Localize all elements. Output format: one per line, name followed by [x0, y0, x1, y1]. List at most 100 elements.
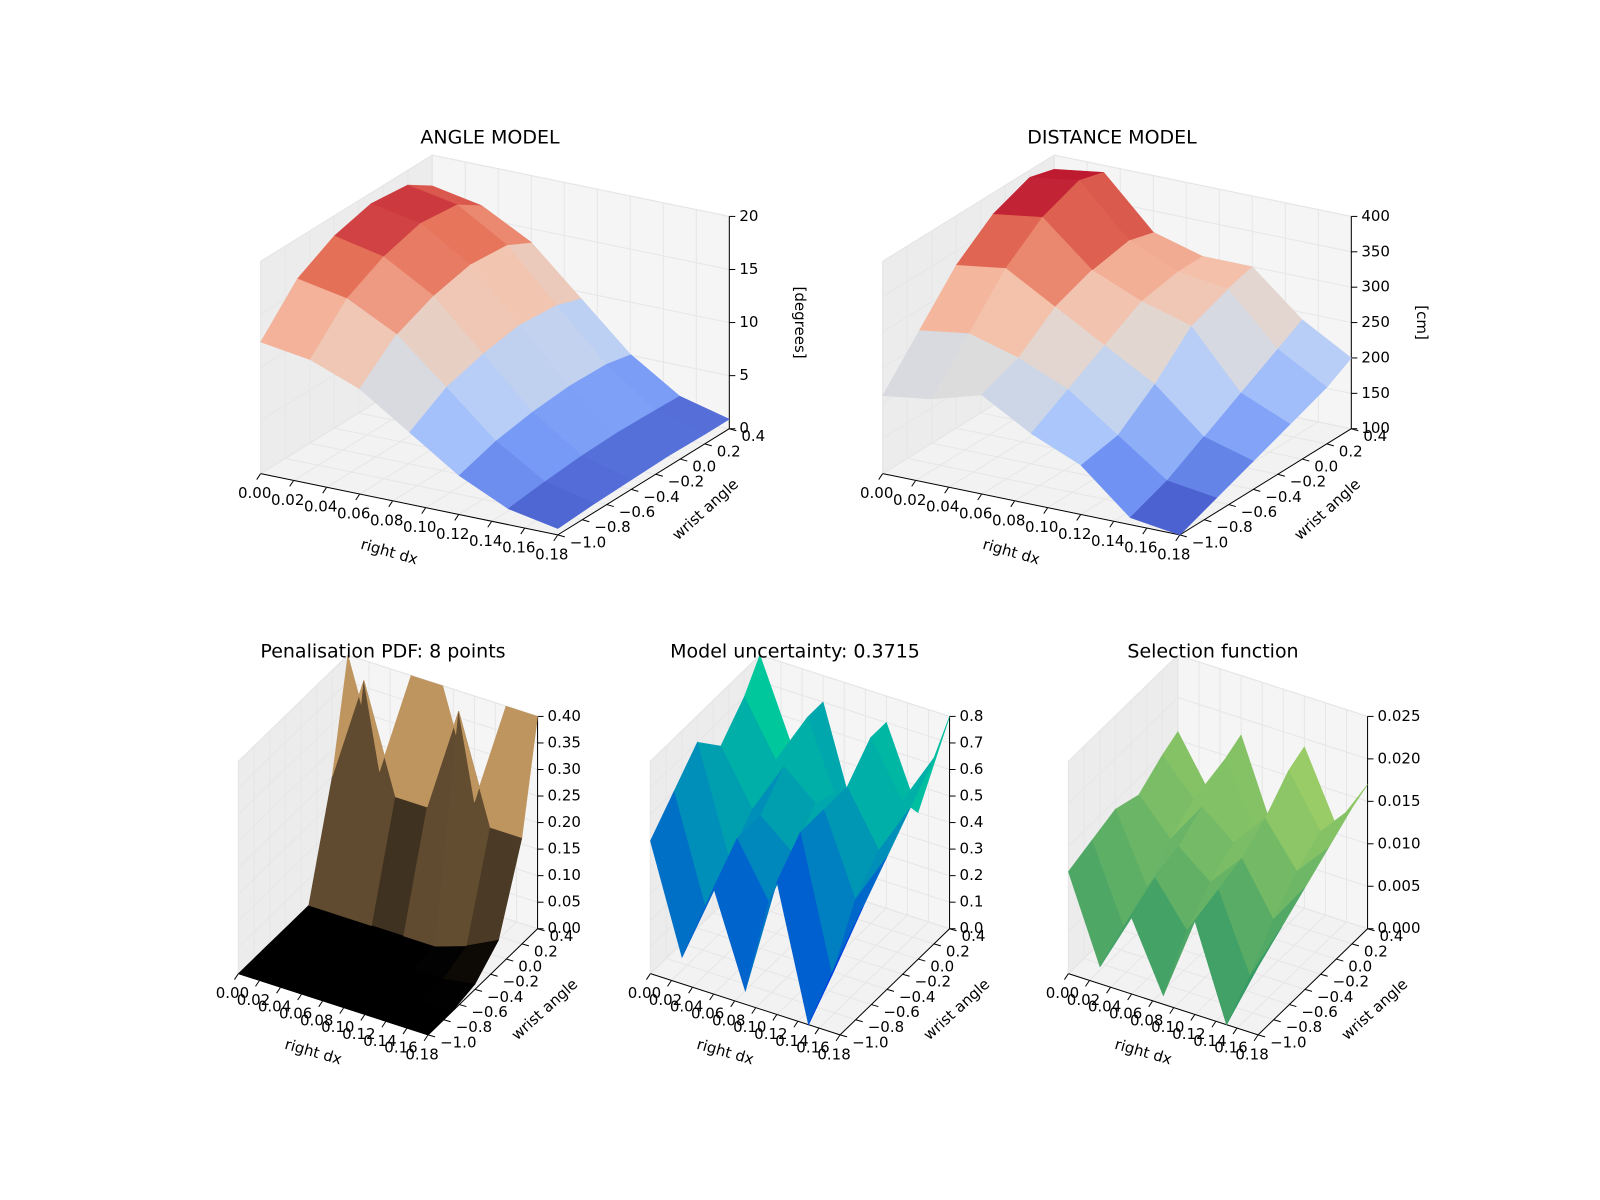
tick-mark [1175, 534, 1181, 542]
tick-mark [1106, 986, 1111, 994]
x-tick-label: 0.12 [1172, 1025, 1205, 1043]
z-tick-label: 100 [1361, 419, 1390, 437]
tick-mark [709, 993, 715, 1001]
z-tick-label: 150 [1361, 384, 1390, 402]
x-tick-label: 0.16 [502, 539, 535, 557]
tick-mark [1273, 1019, 1281, 1023]
tick-mark [1304, 988, 1313, 992]
tick-mark [454, 514, 460, 521]
y-tick-label: 0.4 [1363, 427, 1387, 445]
grid-line [1236, 921, 1347, 1029]
tick-mark [835, 1034, 841, 1042]
tick-mark [871, 1004, 879, 1008]
y-tick-label: −0.2 [1333, 973, 1369, 991]
x-tick-label: 0.18 [1235, 1045, 1268, 1063]
x-tick-label: 0.02 [649, 991, 682, 1009]
z-tick-label: 0.10 [548, 866, 581, 884]
tick-mark [1336, 958, 1344, 962]
y-tick-label: −0.6 [883, 1003, 919, 1021]
surface-patch [489, 705, 538, 839]
y-tick-label: −0.2 [915, 973, 951, 991]
tick-mark [646, 973, 651, 980]
x-axis-label: right dx [359, 535, 420, 568]
y-tick-label: 0.0 [1314, 458, 1338, 476]
axis-line [1179, 428, 1352, 536]
y-tick-label: 0.4 [550, 927, 574, 945]
chart-title: DISTANCE MODEL [1027, 127, 1197, 149]
z-tick-label: 20 [739, 207, 758, 225]
x-tick-label: 0.14 [775, 1032, 808, 1050]
tick-mark [443, 1019, 451, 1023]
tick-mark [521, 943, 530, 947]
tick-mark [1169, 1007, 1175, 1014]
tick-mark [322, 486, 328, 494]
tick-mark [1190, 1014, 1196, 1021]
z-tick-label: 0.00 [548, 919, 581, 937]
tick-mark [977, 493, 983, 501]
z-tick-label: 0.8 [960, 707, 984, 725]
z-tick-label: 0.4 [960, 813, 984, 831]
x-tick-label: 0.08 [370, 511, 403, 529]
z-tick-label: 200 [1361, 348, 1390, 366]
x-tick-label: 0.14 [1091, 532, 1124, 550]
x-tick-label: 0.14 [363, 1032, 396, 1050]
y-tick-label: −0.4 [1317, 988, 1353, 1006]
axis-line [882, 473, 1180, 536]
subplot: 0.000.020.040.060.080.100.120.140.160.18… [628, 641, 993, 1069]
x-axis-label: right dx [1113, 1035, 1174, 1068]
tick-mark [520, 527, 526, 535]
z-tick-label: 0.2 [960, 866, 984, 884]
z-tick-label: 15 [739, 260, 758, 278]
tick-mark [814, 1027, 820, 1035]
z-tick-label: 0 [739, 419, 749, 437]
x-tick-label: 0.16 [1214, 1039, 1247, 1057]
tick-mark [1211, 1020, 1217, 1028]
y-tick-label: −0.4 [899, 988, 935, 1006]
y-tick-label: −0.8 [1216, 518, 1252, 536]
y-tick-label: −1.0 [1270, 1033, 1306, 1051]
tick-mark [1148, 1000, 1154, 1008]
tick-mark [421, 507, 427, 514]
tick-mark [506, 958, 514, 962]
tick-mark [1277, 473, 1285, 477]
x-tick-label: 0.16 [796, 1039, 829, 1057]
tick-mark [704, 443, 712, 447]
tick-mark [1253, 1034, 1259, 1042]
y-tick-label: −0.6 [471, 1003, 507, 1021]
z-tick-label: 0.35 [548, 733, 581, 751]
tick-mark [606, 504, 614, 508]
z-tick-label: 0.40 [548, 707, 581, 725]
tick-mark [680, 458, 688, 462]
grid-line [1068, 654, 1179, 762]
x-axis-label: right dx [981, 535, 1042, 568]
y-tick-label: −0.8 [868, 1018, 904, 1036]
grid-line [1068, 697, 1179, 805]
grid-line [1099, 942, 1290, 1006]
z-tick-label: 0.5 [960, 787, 984, 805]
tick-mark [667, 980, 672, 987]
x-axis-label: right dx [283, 1035, 344, 1068]
x-tick-label: 0.10 [321, 1018, 354, 1036]
z-tick-label: 0.0 [960, 919, 984, 937]
tick-mark [1232, 1027, 1238, 1035]
y-tick-label: 0.2 [534, 942, 558, 960]
tick-mark [688, 986, 693, 994]
y-tick-label: −1.0 [852, 1033, 888, 1051]
x-tick-label: 0.12 [754, 1025, 787, 1043]
x-tick-label: 0.00 [238, 484, 271, 502]
chart-title: ANGLE MODEL [420, 127, 560, 149]
tick-mark [360, 1014, 366, 1021]
x-tick-label: 0.06 [691, 1005, 724, 1023]
tick-mark [459, 1004, 467, 1008]
surface-patch [359, 333, 447, 433]
y-tick-label: 0.0 [1348, 958, 1372, 976]
tick-mark [276, 986, 281, 994]
y-tick-label: 0.2 [1364, 942, 1388, 960]
x-tick-label: 0.00 [216, 984, 249, 1002]
x-tick-label: 0.06 [279, 1005, 312, 1023]
tick-mark [839, 1034, 848, 1038]
grid-line [260, 154, 433, 262]
x-tick-label: 0.04 [926, 498, 959, 516]
